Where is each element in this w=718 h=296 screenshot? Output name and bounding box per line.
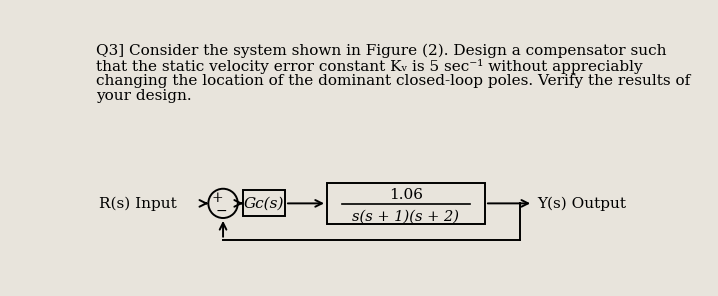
Text: 1.06: 1.06 xyxy=(389,188,423,202)
Text: −: − xyxy=(215,204,228,218)
FancyBboxPatch shape xyxy=(327,183,485,224)
Text: R(s) Input: R(s) Input xyxy=(99,196,177,210)
Text: +: + xyxy=(211,191,223,205)
Text: that the static velocity error constant Kᵥ is 5 sec⁻¹ without appreciably: that the static velocity error constant … xyxy=(96,59,643,74)
Text: Y(s) Output: Y(s) Output xyxy=(538,196,627,210)
Text: s(s + 1)(s + 2): s(s + 1)(s + 2) xyxy=(353,210,460,223)
Text: changing the location of the dominant closed-loop poles. Verify the results of: changing the location of the dominant cl… xyxy=(96,74,690,88)
Text: Gc(s): Gc(s) xyxy=(244,196,284,210)
FancyBboxPatch shape xyxy=(243,190,285,216)
Text: Q3] Consider the system shown in Figure (2). Design a compensator such: Q3] Consider the system shown in Figure … xyxy=(96,43,666,58)
Text: your design.: your design. xyxy=(96,89,192,103)
